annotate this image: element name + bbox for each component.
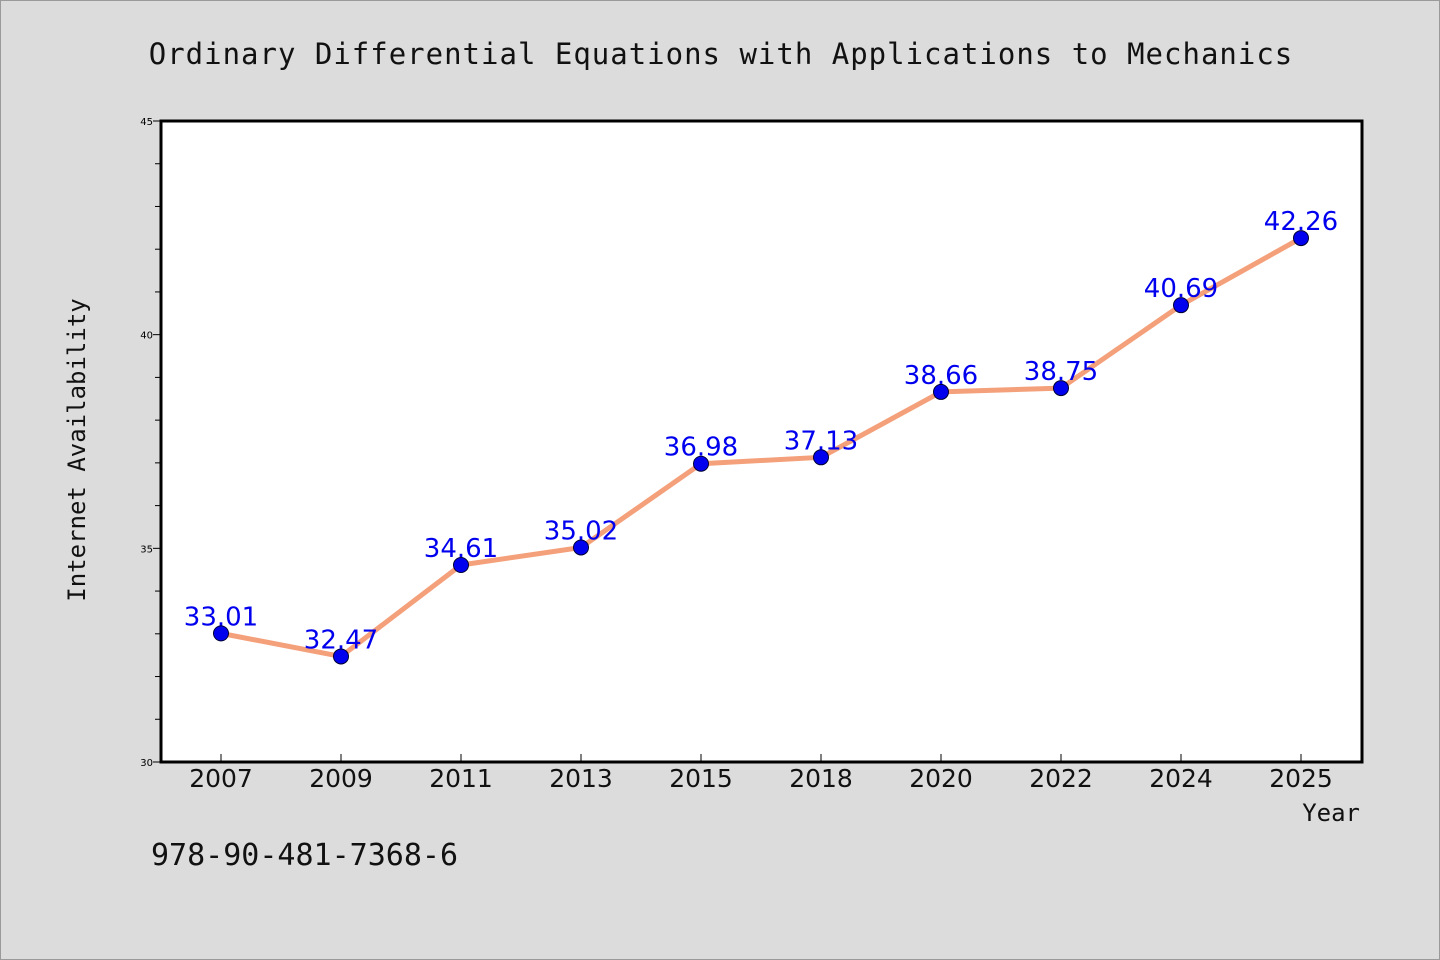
data-labels: 33.01 32.47 34.61 35.02 36.98 37.13 38.66 38.75…: [184, 207, 1338, 655]
x-axis-title: Year: [1302, 799, 1360, 827]
x-tick-label: 2020: [909, 764, 973, 793]
data-label: 37.13: [784, 426, 858, 456]
data-label: 36.98: [664, 433, 738, 463]
data-point: [453, 556, 469, 573]
y-tick-label: 30: [140, 758, 153, 769]
data-point: [573, 539, 589, 556]
x-tick-label: 2011: [429, 764, 493, 793]
series-line: [218, 235, 1304, 659]
data-point: [213, 625, 229, 642]
data-label: 34.61: [424, 534, 498, 564]
isbn-annotation: 978-90-481-7368-6: [151, 838, 458, 873]
x-tick-label: 2024: [1149, 764, 1213, 793]
x-tick-label: 2022: [1029, 764, 1093, 793]
x-tick-label: 2013: [549, 764, 613, 793]
x-tick-label: 2007: [189, 764, 253, 793]
x-tick-label: 2025: [1269, 764, 1333, 793]
data-point: [1053, 380, 1069, 397]
chart-title: Ordinary Differential Equations with App…: [149, 37, 1294, 71]
x-tick-label: 2009: [309, 764, 373, 793]
data-label: 33.01: [184, 602, 258, 632]
x-tick-label: 2015: [669, 764, 733, 793]
data-label: 40.69: [1144, 274, 1218, 304]
data-point: [333, 648, 349, 665]
y-tick-label: 35: [140, 544, 153, 555]
data-point: [693, 455, 709, 472]
y-tick-label: 40: [140, 331, 153, 342]
x-tick-label: 2018: [789, 764, 853, 793]
data-label: 42.26: [1264, 207, 1338, 237]
y-axis-title: Internet Availability: [63, 298, 91, 601]
data-points: [213, 230, 1309, 665]
data-point: [1293, 230, 1309, 247]
data-point: [1173, 297, 1189, 314]
plot-area: [159, 119, 1364, 764]
y-tick-label: 45: [140, 117, 153, 128]
x-axis-ticks: 2007 2009 2011 2013 2015 2018 2020 2022 2024 2025: [189, 754, 1333, 793]
data-point: [933, 383, 949, 400]
data-label: 38.75: [1024, 357, 1098, 387]
data-label: 32.47: [304, 625, 378, 655]
y-axis-ticks: 30 35 40 45: [140, 117, 161, 769]
data-point: [813, 449, 829, 466]
data-label: 35.02: [544, 516, 618, 546]
data-label: 38.66: [904, 361, 978, 391]
